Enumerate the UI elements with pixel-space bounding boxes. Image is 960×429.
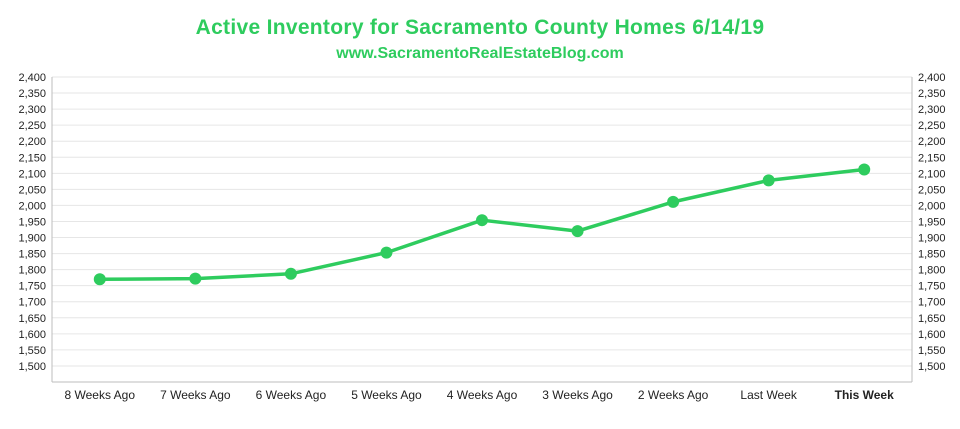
data-point (380, 246, 393, 259)
y-tick-label-right: 1,550 (918, 345, 946, 357)
x-tick-label: 2 Weeks Ago (638, 388, 709, 402)
y-tick-label-right: 1,950 (918, 216, 946, 228)
data-point (189, 272, 202, 285)
y-tick-label-left: 1,600 (18, 329, 46, 341)
y-tick-label-right: 1,600 (918, 329, 946, 341)
x-tick-label: 3 Weeks Ago (542, 388, 613, 402)
y-tick-label-left: 1,550 (18, 345, 46, 357)
y-tick-label-left: 1,750 (18, 281, 46, 293)
y-tick-label-right: 1,900 (918, 233, 946, 245)
y-tick-label-right: 2,150 (918, 152, 946, 164)
y-tick-label-left: 2,100 (18, 168, 46, 180)
chart-subtitle: www.SacramentoRealEstateBlog.com (336, 45, 624, 62)
data-point (571, 225, 584, 238)
data-point (667, 195, 680, 208)
y-tick-label-right: 2,200 (918, 136, 946, 148)
y-tick-label-right: 1,750 (918, 281, 946, 293)
y-tick-label-right: 1,800 (918, 265, 946, 277)
x-axis: 8 Weeks Ago 7 Weeks Ago 6 Weeks Ago 5 Weeks… (65, 388, 895, 402)
y-tick-label-left: 1,850 (18, 249, 46, 261)
x-tick-label: This Week (835, 388, 894, 402)
axes (51, 77, 913, 383)
data-point (284, 267, 297, 280)
x-tick-label: 5 Weeks Ago (351, 388, 422, 402)
y-tick-label-left: 1,950 (18, 216, 46, 228)
y-tick-label-left: 2,150 (18, 152, 46, 164)
y-tick-label-left: 2,200 (18, 136, 46, 148)
y-tick-label-left: 1,650 (18, 313, 46, 325)
y-tick-label-right: 2,400 (918, 72, 946, 84)
data-point (762, 174, 775, 187)
x-tick-label: 6 Weeks Ago (256, 388, 327, 402)
y-tick-label-left: 2,250 (18, 120, 46, 132)
data-point (93, 273, 106, 286)
y-tick-label-right: 2,250 (918, 120, 946, 132)
y-tick-label-left: 2,350 (18, 88, 46, 100)
y-tick-label-left: 2,300 (18, 104, 46, 116)
y-tick-label-right: 2,100 (918, 168, 946, 180)
y-tick-label-left: 1,800 (18, 265, 46, 277)
y-tick-label-right: 2,350 (918, 88, 946, 100)
x-tick-label: 4 Weeks Ago (447, 388, 518, 402)
y-tick-label-right: 1,700 (918, 297, 946, 309)
series-points (93, 163, 871, 286)
y-tick-label-left: 1,500 (18, 361, 46, 373)
x-tick-label: 7 Weeks Ago (160, 388, 231, 402)
y-tick-label-right: 2,300 (918, 104, 946, 116)
chart-title: Active Inventory for Sacramento County H… (195, 16, 765, 39)
y-tick-label-left: 2,000 (18, 200, 46, 212)
y-tick-label-left: 1,900 (18, 233, 46, 245)
y-axis-right: 1,500 1,550 1,600 1,650 1,700 1,750 1,800 1,850… (918, 72, 946, 373)
y-axis-left: 1,500 1,550 1,600 1,650 1,700 1,750 1,800 1,850… (18, 72, 46, 373)
data-point (858, 163, 871, 176)
x-tick-label: Last Week (740, 388, 797, 402)
y-tick-label-right: 2,050 (918, 184, 946, 196)
y-tick-label-right: 1,650 (918, 313, 946, 325)
y-tick-label-right: 1,500 (918, 361, 946, 373)
y-tick-label-right: 1,850 (918, 249, 946, 261)
y-tick-label-left: 2,050 (18, 184, 46, 196)
y-tick-label-left: 2,400 (18, 72, 46, 84)
x-tick-label: 8 Weeks Ago (65, 388, 136, 402)
y-tick-label-right: 2,000 (918, 200, 946, 212)
data-point (476, 214, 488, 227)
y-tick-label-left: 1,700 (18, 297, 46, 309)
